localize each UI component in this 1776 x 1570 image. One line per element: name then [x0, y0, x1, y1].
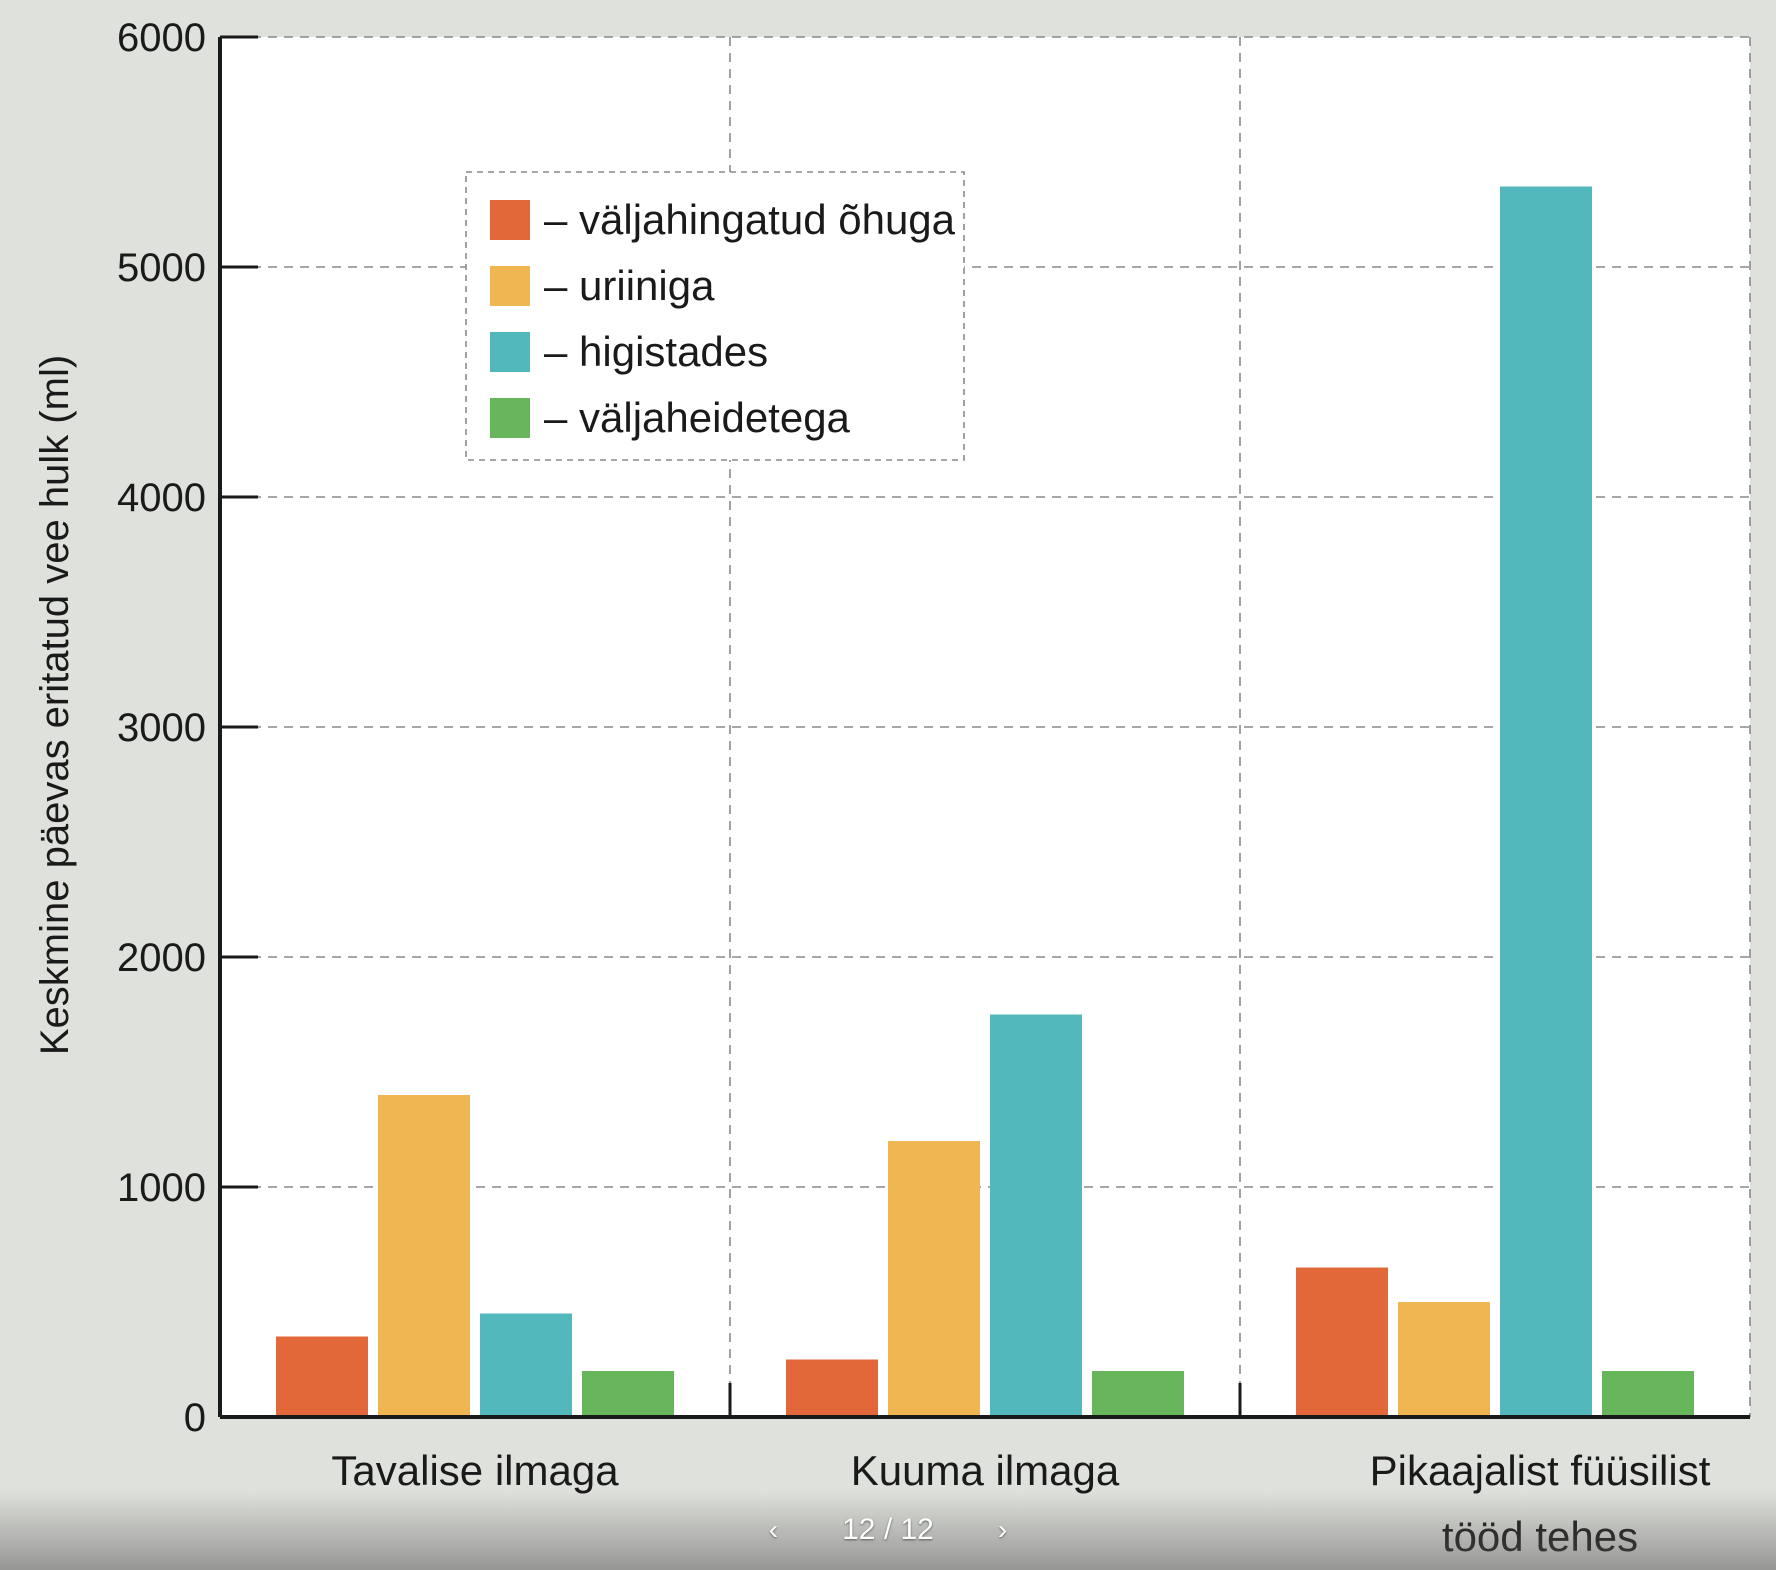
bar — [1092, 1371, 1184, 1415]
x-tick-label: Kuuma ilmaga — [851, 1447, 1120, 1494]
bar — [990, 1014, 1082, 1415]
bars — [276, 186, 1694, 1415]
x-tick-label: Tavalise ilmaga — [331, 1447, 619, 1494]
legend-box — [465, 171, 965, 461]
bar — [888, 1141, 980, 1415]
pager-controls: ‹ 12 / 12 › — [761, 1510, 1015, 1550]
bar — [1398, 1302, 1490, 1415]
y-tick-label: 4000 — [117, 476, 206, 520]
y-tick-label: 0 — [184, 1396, 206, 1440]
axes — [218, 35, 1750, 1419]
page-counter: 12 / 12 — [842, 1513, 934, 1546]
legend-swatch — [490, 398, 530, 438]
chevron-left-icon[interactable]: ‹ — [768, 1514, 779, 1545]
bar — [1500, 186, 1592, 1415]
legend: – väljahingatud õhuga – uriiniga – higista… — [465, 171, 965, 461]
bar — [480, 1313, 572, 1415]
y-tick-labels: 0 1000 2000 3000 4000 5000 6000 — [117, 16, 206, 1440]
legend-swatch — [490, 266, 530, 306]
y-tick-label: 2000 — [117, 936, 206, 980]
legend-swatch — [490, 332, 530, 372]
y-tick-label: 5000 — [117, 246, 206, 290]
legend-entry: – higistades — [544, 328, 768, 375]
y-tick-label: 1000 — [117, 1166, 206, 1210]
y-tick-label: 6000 — [117, 16, 206, 60]
pager-bar: ‹ 12 / 12 › — [0, 1490, 1776, 1570]
bar — [378, 1095, 470, 1415]
bar — [1296, 1267, 1388, 1415]
legend-entry: – väljahingatud õhuga — [544, 196, 956, 243]
y-tick-label: 3000 — [117, 706, 206, 750]
x-tick-label: Pikaajalist füüsilist — [1370, 1447, 1711, 1494]
bar — [1602, 1371, 1694, 1415]
legend-entry: – väljaheidetega — [544, 394, 851, 441]
bar — [582, 1371, 674, 1415]
bar — [276, 1336, 368, 1415]
chevron-right-icon[interactable]: › — [997, 1514, 1008, 1545]
y-axis-label: Keskmine päevas eritatud vee hulk (ml) — [33, 355, 77, 1055]
legend-entry: – uriiniga — [544, 262, 715, 309]
bar — [786, 1359, 878, 1415]
legend-swatch — [490, 200, 530, 240]
